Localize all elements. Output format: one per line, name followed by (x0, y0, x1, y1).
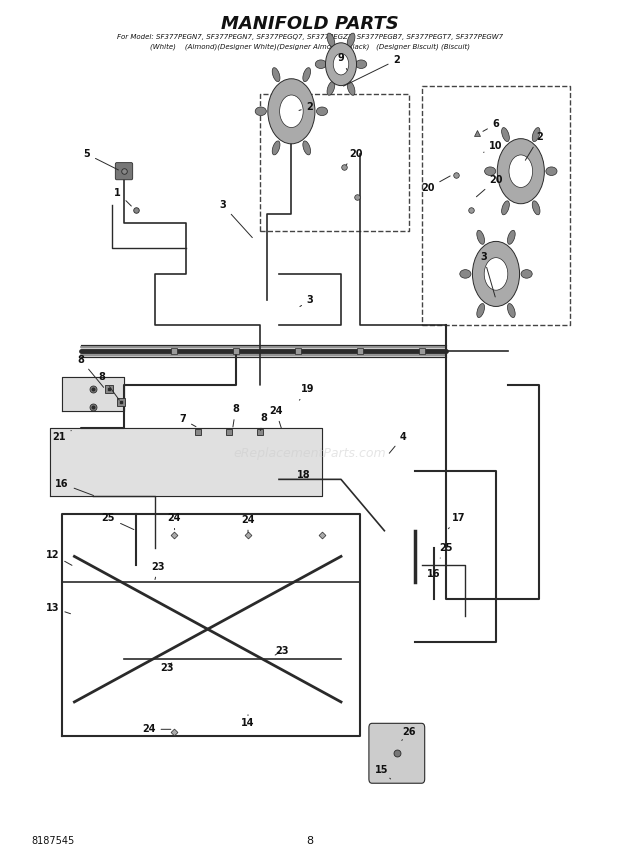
Ellipse shape (347, 81, 355, 95)
Ellipse shape (327, 81, 335, 95)
Circle shape (326, 43, 356, 86)
Ellipse shape (303, 141, 311, 155)
Text: 25: 25 (440, 543, 453, 558)
Text: 8: 8 (306, 835, 314, 846)
Text: 20: 20 (421, 176, 450, 193)
Ellipse shape (347, 33, 355, 47)
Text: 18: 18 (297, 470, 311, 480)
Circle shape (334, 53, 348, 75)
Text: 24: 24 (241, 514, 255, 532)
Ellipse shape (532, 128, 540, 141)
Text: 26: 26 (402, 727, 416, 740)
Text: 24: 24 (167, 513, 180, 530)
Polygon shape (50, 428, 322, 496)
Circle shape (484, 258, 508, 290)
Text: 5: 5 (84, 149, 118, 170)
Ellipse shape (532, 201, 540, 215)
Text: 9: 9 (338, 53, 347, 70)
Text: 13: 13 (46, 603, 71, 614)
Text: eReplacementParts.com: eReplacementParts.com (234, 447, 386, 461)
Text: 16: 16 (55, 479, 94, 496)
Text: 7: 7 (180, 414, 196, 426)
Text: 2: 2 (343, 55, 400, 86)
Ellipse shape (272, 68, 280, 81)
Text: 23: 23 (275, 645, 289, 656)
Text: 19: 19 (299, 384, 315, 400)
Text: 15: 15 (374, 765, 391, 779)
Text: 6: 6 (483, 119, 499, 131)
Text: 14: 14 (241, 715, 255, 728)
Circle shape (268, 79, 315, 144)
Text: 21: 21 (52, 431, 71, 442)
Ellipse shape (485, 167, 496, 175)
Text: 16: 16 (427, 568, 441, 579)
Text: 8: 8 (99, 372, 119, 400)
Text: 10: 10 (484, 140, 503, 152)
Text: MANIFOLD PARTS: MANIFOLD PARTS (221, 15, 399, 33)
Text: 20: 20 (346, 149, 363, 165)
Ellipse shape (255, 107, 267, 116)
Ellipse shape (303, 68, 311, 81)
Ellipse shape (477, 304, 485, 318)
Text: 2: 2 (525, 132, 542, 160)
Text: 24: 24 (142, 724, 171, 734)
Ellipse shape (356, 60, 367, 68)
Text: 1: 1 (115, 187, 131, 206)
Ellipse shape (477, 230, 485, 244)
Text: 25: 25 (102, 513, 134, 530)
Ellipse shape (507, 304, 515, 318)
Text: 23: 23 (161, 663, 174, 673)
Ellipse shape (546, 167, 557, 175)
Circle shape (509, 155, 533, 187)
Ellipse shape (460, 270, 471, 278)
Text: For Model: SF377PEGN7, SF377PEGN7, SF377PEGQ7, SF377PEGZ7, SF377PEGB7, SF377PEGT: For Model: SF377PEGN7, SF377PEGN7, SF377… (117, 33, 503, 40)
Ellipse shape (521, 270, 532, 278)
FancyBboxPatch shape (115, 163, 133, 180)
Text: 4: 4 (389, 431, 406, 453)
FancyBboxPatch shape (369, 723, 425, 783)
Ellipse shape (316, 107, 327, 116)
Text: 2: 2 (299, 102, 313, 112)
Text: 8: 8 (260, 413, 267, 431)
Text: 20: 20 (476, 175, 503, 197)
Text: 24: 24 (269, 406, 283, 428)
Circle shape (472, 241, 520, 306)
Text: 3: 3 (220, 200, 252, 238)
Text: 12: 12 (46, 550, 72, 565)
Ellipse shape (502, 201, 510, 215)
Ellipse shape (316, 60, 327, 68)
Text: 3: 3 (300, 294, 313, 306)
Circle shape (497, 139, 544, 204)
Ellipse shape (327, 33, 335, 47)
Ellipse shape (507, 230, 515, 244)
Ellipse shape (272, 141, 280, 155)
Text: 8: 8 (77, 354, 104, 388)
Ellipse shape (502, 128, 510, 141)
Text: 23: 23 (151, 562, 165, 580)
Text: 8187545: 8187545 (31, 835, 74, 846)
Circle shape (280, 95, 303, 128)
Text: (White)    (Almond)(Designer White)(Designer Almond) (Black)   (Designer Biscuit: (White) (Almond)(Designer White)(Designe… (150, 44, 470, 51)
Text: 17: 17 (448, 513, 466, 529)
Text: 8: 8 (232, 404, 239, 427)
Text: 3: 3 (480, 252, 495, 297)
